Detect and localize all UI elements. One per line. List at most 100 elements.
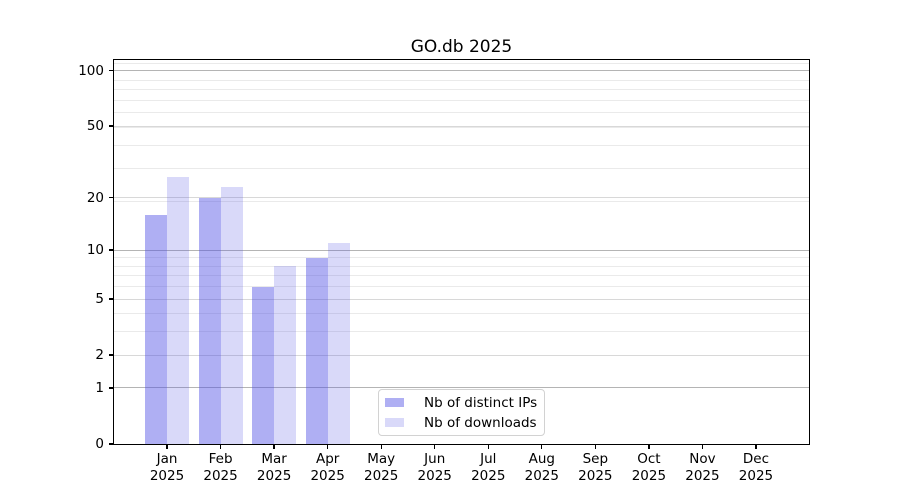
y-tick-label: 0 <box>95 436 104 452</box>
bar-distinct-ips-mar <box>252 286 275 444</box>
x-tick-label: Sep 2025 <box>555 451 635 485</box>
x-tick-mark <box>594 444 596 449</box>
x-tick-year: 2025 <box>578 468 613 484</box>
gridline <box>113 168 810 170</box>
gridline <box>113 63 810 65</box>
x-tick-label: May 2025 <box>341 451 421 485</box>
x-tick-month: Jun <box>424 451 446 467</box>
gridline <box>113 79 810 81</box>
gridline <box>113 145 810 147</box>
gridline <box>113 286 810 288</box>
x-tick-year: 2025 <box>631 468 667 484</box>
gridline <box>113 201 810 203</box>
y-tick-mark <box>108 354 114 356</box>
y-tick-mark <box>108 298 114 300</box>
x-tick-mark <box>380 444 382 449</box>
x-tick-label: Aug 2025 <box>502 451 582 485</box>
gridline <box>113 89 810 91</box>
legend-swatch-distinct-ips <box>385 397 404 408</box>
y-tick-label: 100 <box>78 62 104 79</box>
gridline <box>113 387 810 389</box>
gridline <box>113 257 810 259</box>
gridline <box>113 197 810 199</box>
x-tick-year: 2025 <box>203 468 238 484</box>
gridline <box>113 331 810 333</box>
x-tick-label: Apr 2025 <box>288 451 368 485</box>
y-tick-label: 5 <box>95 291 104 308</box>
x-tick-label: Dec 2025 <box>716 451 796 485</box>
x-tick-year: 2025 <box>364 468 399 484</box>
x-tick-label: Nov 2025 <box>662 451 742 485</box>
x-tick-mark <box>701 444 704 449</box>
x-tick-month: Oct <box>637 451 661 467</box>
x-tick-label: Feb 2025 <box>181 451 261 485</box>
x-tick-year: 2025 <box>310 468 345 484</box>
y-tick-label: 50 <box>86 118 104 134</box>
x-tick-month: Sep <box>582 451 609 467</box>
x-tick-label: Mar 2025 <box>234 451 314 485</box>
gridline <box>113 354 810 356</box>
x-tick-month: Apr <box>315 451 340 467</box>
x-tick-mark <box>755 444 757 449</box>
x-tick-mark <box>327 444 329 449</box>
x-tick-mark <box>541 444 543 449</box>
bar-downloads-jan <box>167 177 190 444</box>
x-tick-label: Jan 2025 <box>127 451 207 485</box>
x-tick-month: Dec <box>742 451 770 467</box>
x-tick-label: Jun 2025 <box>395 451 475 485</box>
x-tick-year: 2025 <box>149 468 185 484</box>
y-tick-label: 10 <box>86 242 104 259</box>
legend-label-downloads: Nb of downloads <box>424 414 537 431</box>
x-tick-year: 2025 <box>471 468 506 484</box>
x-tick-year: 2025 <box>738 468 774 484</box>
x-tick-mark <box>166 444 168 449</box>
bar-downloads-mar <box>274 266 297 444</box>
gridline <box>113 70 810 72</box>
x-tick-mark <box>273 444 275 449</box>
gridline <box>113 99 810 101</box>
x-tick-mark <box>219 444 222 449</box>
y-tick-mark <box>108 70 114 72</box>
x-tick-month: Feb <box>208 451 233 467</box>
x-tick-mark <box>648 444 650 449</box>
legend-entry-distinct-ips: Nb of distinct IPs <box>385 394 538 411</box>
x-tick-mark <box>487 444 489 449</box>
x-tick-year: 2025 <box>685 468 720 484</box>
x-tick-year: 2025 <box>524 468 559 484</box>
gridline <box>113 275 810 277</box>
y-tick-mark <box>108 249 114 251</box>
gridline <box>113 112 810 114</box>
x-tick-year: 2025 <box>417 468 452 484</box>
gridline <box>113 265 810 267</box>
x-tick-label: Oct 2025 <box>609 451 689 485</box>
plot-area <box>113 59 810 445</box>
legend-label-distinct-ips: Nb of distinct IPs <box>424 394 538 411</box>
gridline <box>113 313 810 315</box>
bar-distinct-ips-apr <box>305 257 328 444</box>
y-tick-label: 20 <box>86 189 104 206</box>
x-tick-month: Jan <box>156 451 178 467</box>
y-tick-label: 2 <box>95 347 104 364</box>
bar-distinct-ips-feb <box>198 197 221 444</box>
bar-downloads-apr <box>327 243 350 444</box>
bar-distinct-ips-jan <box>145 214 168 444</box>
x-tick-month: May <box>367 451 396 467</box>
x-tick-mark <box>434 444 436 449</box>
gridline <box>113 298 810 300</box>
bar-downloads-feb <box>220 186 243 444</box>
x-tick-month: Mar <box>261 451 287 467</box>
gridline <box>113 127 810 129</box>
x-tick-label: Jul 2025 <box>448 451 528 485</box>
legend: Nb of distinct IPs Nb of downloads <box>378 389 545 436</box>
y-tick-mark <box>108 125 114 127</box>
y-tick-label: 1 <box>95 379 104 396</box>
gridline <box>113 125 810 127</box>
gridline <box>113 249 810 251</box>
y-tick-mark <box>108 197 114 199</box>
x-tick-month: Aug <box>528 451 555 467</box>
x-tick-year: 2025 <box>256 468 292 484</box>
y-tick-mark <box>108 443 114 445</box>
y-tick-mark <box>108 387 114 389</box>
chart-title: GO.db 2025 <box>410 37 513 57</box>
